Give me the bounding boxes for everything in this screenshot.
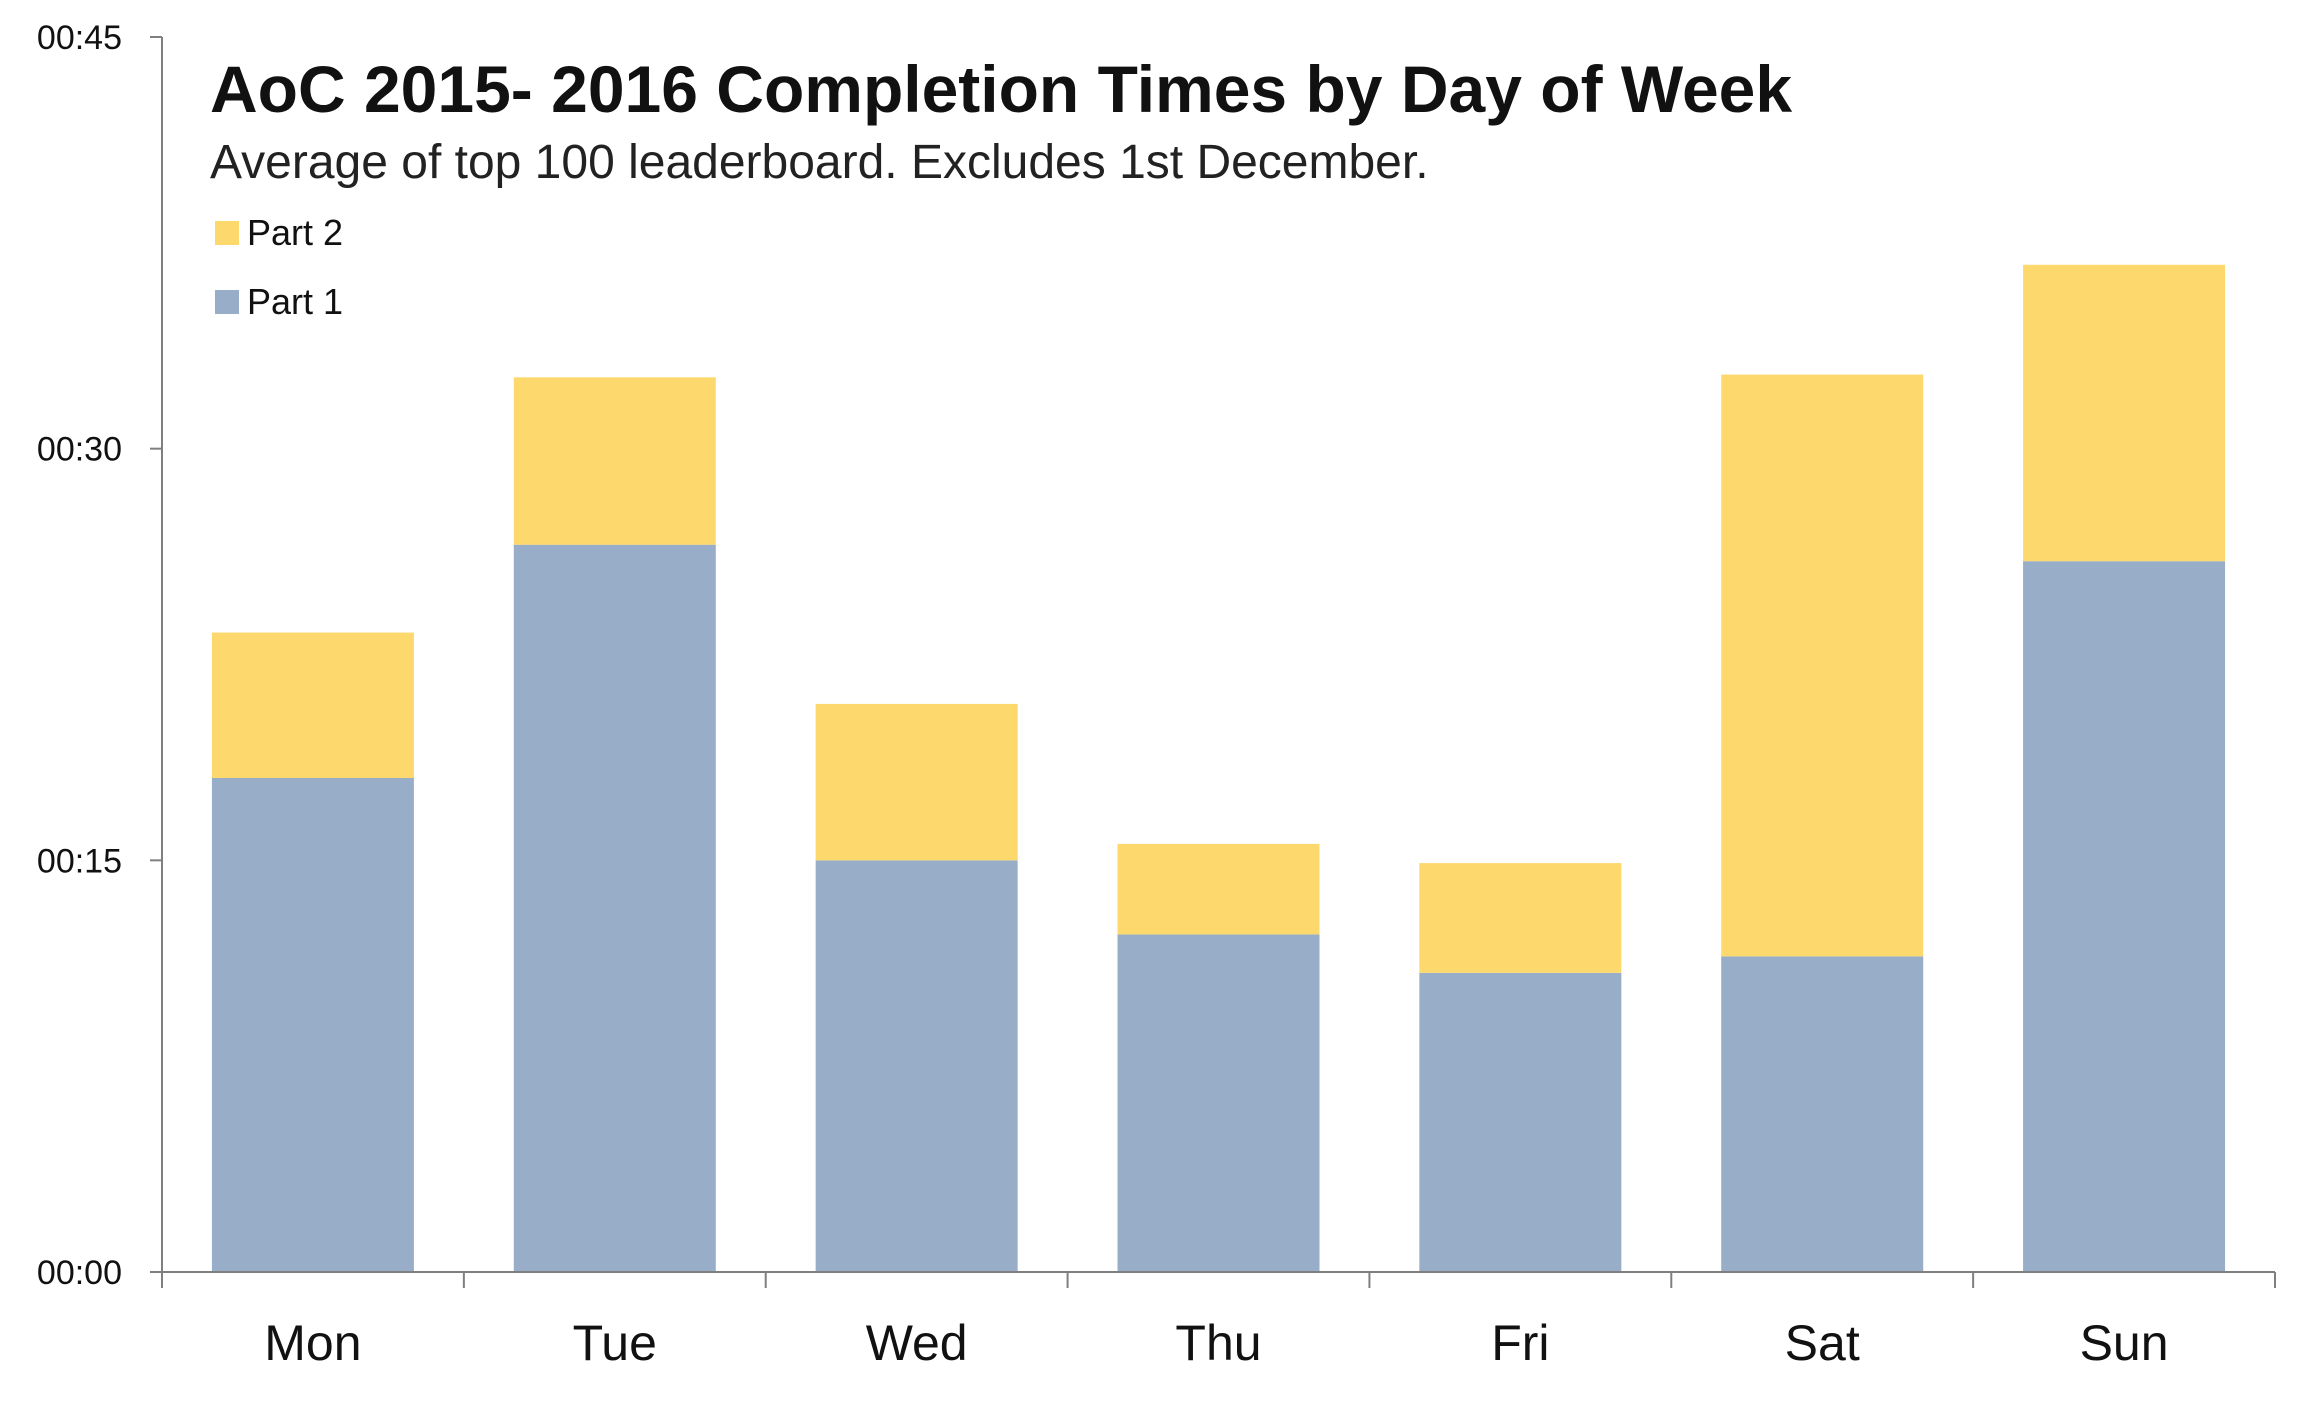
axes-layer bbox=[161, 37, 2275, 1273]
bar-part-2-thu bbox=[1117, 843, 1320, 935]
bar-part-1-mon bbox=[211, 778, 414, 1272]
x-category-label: Fri bbox=[1491, 1315, 1549, 1371]
bar-part-1-thu bbox=[1117, 934, 1320, 1272]
legend-label: Part 1 bbox=[247, 281, 343, 322]
x-axis-ticks: Mon Tue Wed Thu Fri Sat Sun bbox=[161, 1272, 2276, 1371]
bar-part-1-sat bbox=[1721, 956, 1924, 1272]
y-axis-ticks: 00:00 00:15 00:30 00:45 bbox=[37, 19, 162, 1292]
x-category-label: Sun bbox=[2080, 1315, 2169, 1371]
x-category-label: Tue bbox=[573, 1315, 657, 1371]
chart-title: AoC 2015- 2016 Completion Times by Day o… bbox=[210, 52, 1792, 126]
bar-part-2-mon bbox=[211, 632, 414, 778]
bar-part-2-sat bbox=[1721, 374, 1924, 957]
legend-swatch-part-2 bbox=[215, 221, 239, 245]
x-category-label: Thu bbox=[1175, 1315, 1261, 1371]
legend-label: Part 2 bbox=[247, 212, 343, 253]
bar-part-1-wed bbox=[815, 860, 1018, 1272]
legend-swatch-part-1 bbox=[215, 290, 239, 314]
bar-part-2-sun bbox=[2023, 264, 2226, 562]
y-tick-label: 00:15 bbox=[37, 842, 122, 880]
bars-layer bbox=[211, 264, 2226, 1272]
y-tick-label: 00:00 bbox=[37, 1254, 122, 1292]
bar-part-1-tue bbox=[513, 544, 716, 1272]
chart-subtitle: Average of top 100 leaderboard. Excludes… bbox=[210, 136, 1429, 189]
legend: Part 2 Part 1 bbox=[215, 212, 343, 322]
y-tick-label: 00:45 bbox=[37, 19, 122, 57]
x-category-label: Wed bbox=[866, 1315, 968, 1371]
bar-part-2-fri bbox=[1419, 863, 1622, 973]
bar-part-2-wed bbox=[815, 703, 1018, 861]
x-category-label: Sat bbox=[1785, 1315, 1860, 1371]
bar-part-1-fri bbox=[1419, 972, 1622, 1272]
x-category-label: Mon bbox=[264, 1315, 361, 1371]
y-tick-label: 00:30 bbox=[37, 431, 122, 469]
bar-part-2-tue bbox=[513, 377, 716, 545]
bar-part-1-sun bbox=[2023, 561, 2226, 1272]
